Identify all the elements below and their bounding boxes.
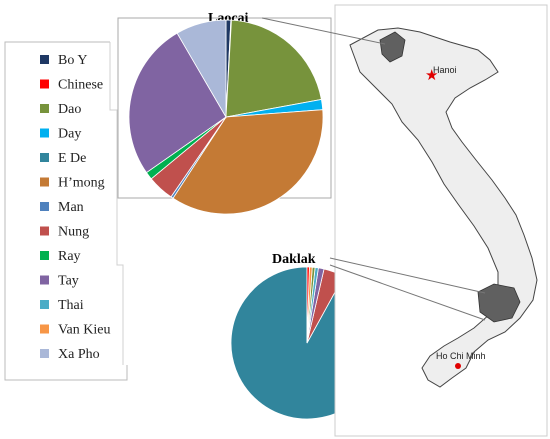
legend-swatch-h-mong bbox=[40, 177, 49, 187]
laocai-slice-xa-pho bbox=[176, 19, 227, 119]
legend-swatch-man bbox=[40, 202, 49, 211]
legend-label-thai: Thai bbox=[58, 298, 84, 313]
legend-swatch-tay bbox=[40, 275, 49, 285]
legend-swatch-bo-y bbox=[40, 55, 49, 64]
legend-swatch-nung bbox=[40, 226, 49, 236]
legend-swatch-chinese bbox=[40, 79, 49, 89]
legend-label-bo-y: Bo Y bbox=[58, 53, 87, 68]
hanoi-star-icon: ★ bbox=[425, 66, 438, 84]
legend-frame bbox=[4, 41, 128, 381]
legend-label-xa-pho: Xa Pho bbox=[58, 347, 100, 362]
legend-label-ray: Ray bbox=[58, 249, 81, 264]
daklak-leader-line-top bbox=[329, 257, 486, 294]
legend-label-day: Day bbox=[58, 127, 81, 142]
hanoi-label: Hanoi bbox=[433, 65, 457, 75]
laocai-slice-h-mong bbox=[172, 109, 324, 215]
laocai-pie bbox=[128, 19, 324, 215]
legend-label-man: Man bbox=[58, 200, 84, 215]
legend-swatch-day bbox=[40, 128, 49, 138]
legend: Bo Y Chinese Dao Day E De H’mong Man Nung Ray Tay… bbox=[4, 41, 128, 381]
daklak-slice-chinese bbox=[306, 266, 310, 344]
hcm-label: Ho Chi Minh bbox=[436, 351, 486, 361]
legend-label-e-de: E De bbox=[58, 151, 86, 166]
legend-label-tay: Tay bbox=[58, 274, 79, 289]
laocai-slice-tay bbox=[128, 32, 227, 174]
legend-swatch-xa-pho bbox=[40, 349, 49, 358]
legend-swatch-e-de bbox=[40, 153, 49, 162]
legend-label-h-mong: H’mong bbox=[58, 176, 105, 191]
legend-frame-inner bbox=[109, 42, 124, 365]
laocai-slice-dao bbox=[225, 19, 322, 118]
legend-swatch-ray bbox=[40, 251, 49, 260]
legend-label-van-kieu: Van Kieu bbox=[58, 323, 111, 338]
vietnam-outline bbox=[349, 27, 538, 388]
legend-label-nung: Nung bbox=[58, 225, 89, 240]
daklak-region bbox=[477, 283, 521, 323]
daklak-leader-line-bottom bbox=[329, 264, 486, 321]
daklak-title: Daklak bbox=[272, 252, 316, 267]
legend-label-chinese: Chinese bbox=[58, 78, 103, 93]
legend-swatch-van-kieu bbox=[40, 324, 49, 334]
hcm-marker bbox=[455, 363, 461, 369]
vietnam-map: ★ Hanoi Ho Chi Minh bbox=[334, 4, 548, 437]
legend-swatch-dao bbox=[40, 104, 49, 113]
legend-swatch-thai bbox=[40, 300, 49, 309]
laocai-region bbox=[379, 31, 406, 63]
legend-label-dao: Dao bbox=[58, 102, 81, 117]
laocai-leader-line bbox=[261, 17, 386, 45]
